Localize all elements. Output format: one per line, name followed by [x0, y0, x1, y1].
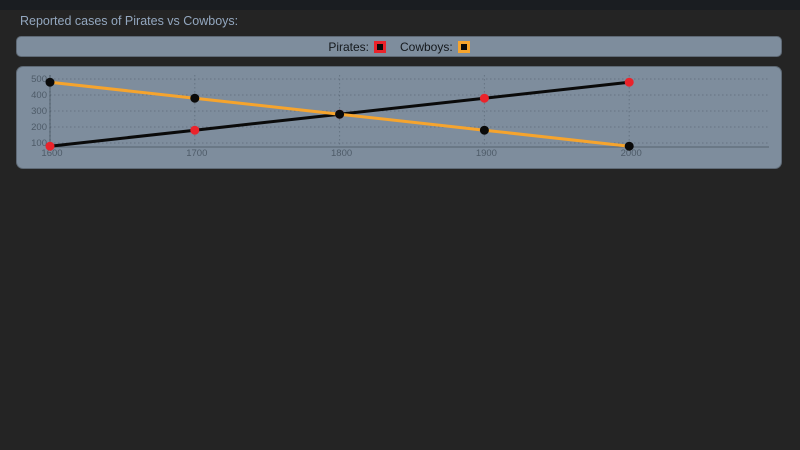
chart-legend: Pirates: Cowboys: [16, 36, 782, 57]
line-chart-panel: 100 200 300 400 500 1600 1700 1800 1900 2000 [16, 66, 782, 169]
pirates-data-point [624, 77, 634, 87]
pirates-cowboys-line-chart: 100 200 300 400 500 1600 1700 1800 1900 2000 [31, 74, 769, 159]
x-axis-tick-label: 1800 [331, 148, 352, 159]
cowboys-data-point [335, 109, 345, 119]
x-axis-tick-label: 1700 [186, 148, 207, 159]
pirates-data-point [45, 141, 55, 151]
y-axis-tick-label: 500 [31, 74, 47, 85]
cowboys-swatch-icon [457, 40, 470, 53]
legend-label-cowboys: Cowboys: [400, 39, 453, 54]
legend-item-pirates: Pirates: [328, 40, 386, 54]
browser-top-strip [0, 0, 800, 10]
legend-item-cowboys: Cowboys: [400, 40, 470, 54]
legend-label-pirates: Pirates: [328, 39, 369, 54]
cowboys-data-point [624, 141, 634, 151]
cowboys-data-point [479, 125, 489, 135]
page-title: Reported cases of Pirates vs Cowboys: [20, 14, 239, 28]
y-axis-tick-label: 200 [31, 122, 47, 133]
pirates-data-point [190, 125, 200, 135]
y-axis-tick-label: 400 [31, 90, 47, 101]
cowboys-data-point [190, 93, 200, 103]
x-axis-tick-label: 1900 [476, 148, 497, 159]
x-axis-tick-label: 2000 [621, 148, 642, 159]
y-axis-tick-label: 100 [31, 138, 47, 149]
pirates-data-point [479, 93, 489, 103]
pirates-swatch-icon [374, 40, 386, 53]
x-axis-tick-label: 1600 [41, 148, 62, 159]
y-axis-tick-label: 300 [31, 106, 47, 117]
cowboys-data-point [45, 77, 55, 87]
